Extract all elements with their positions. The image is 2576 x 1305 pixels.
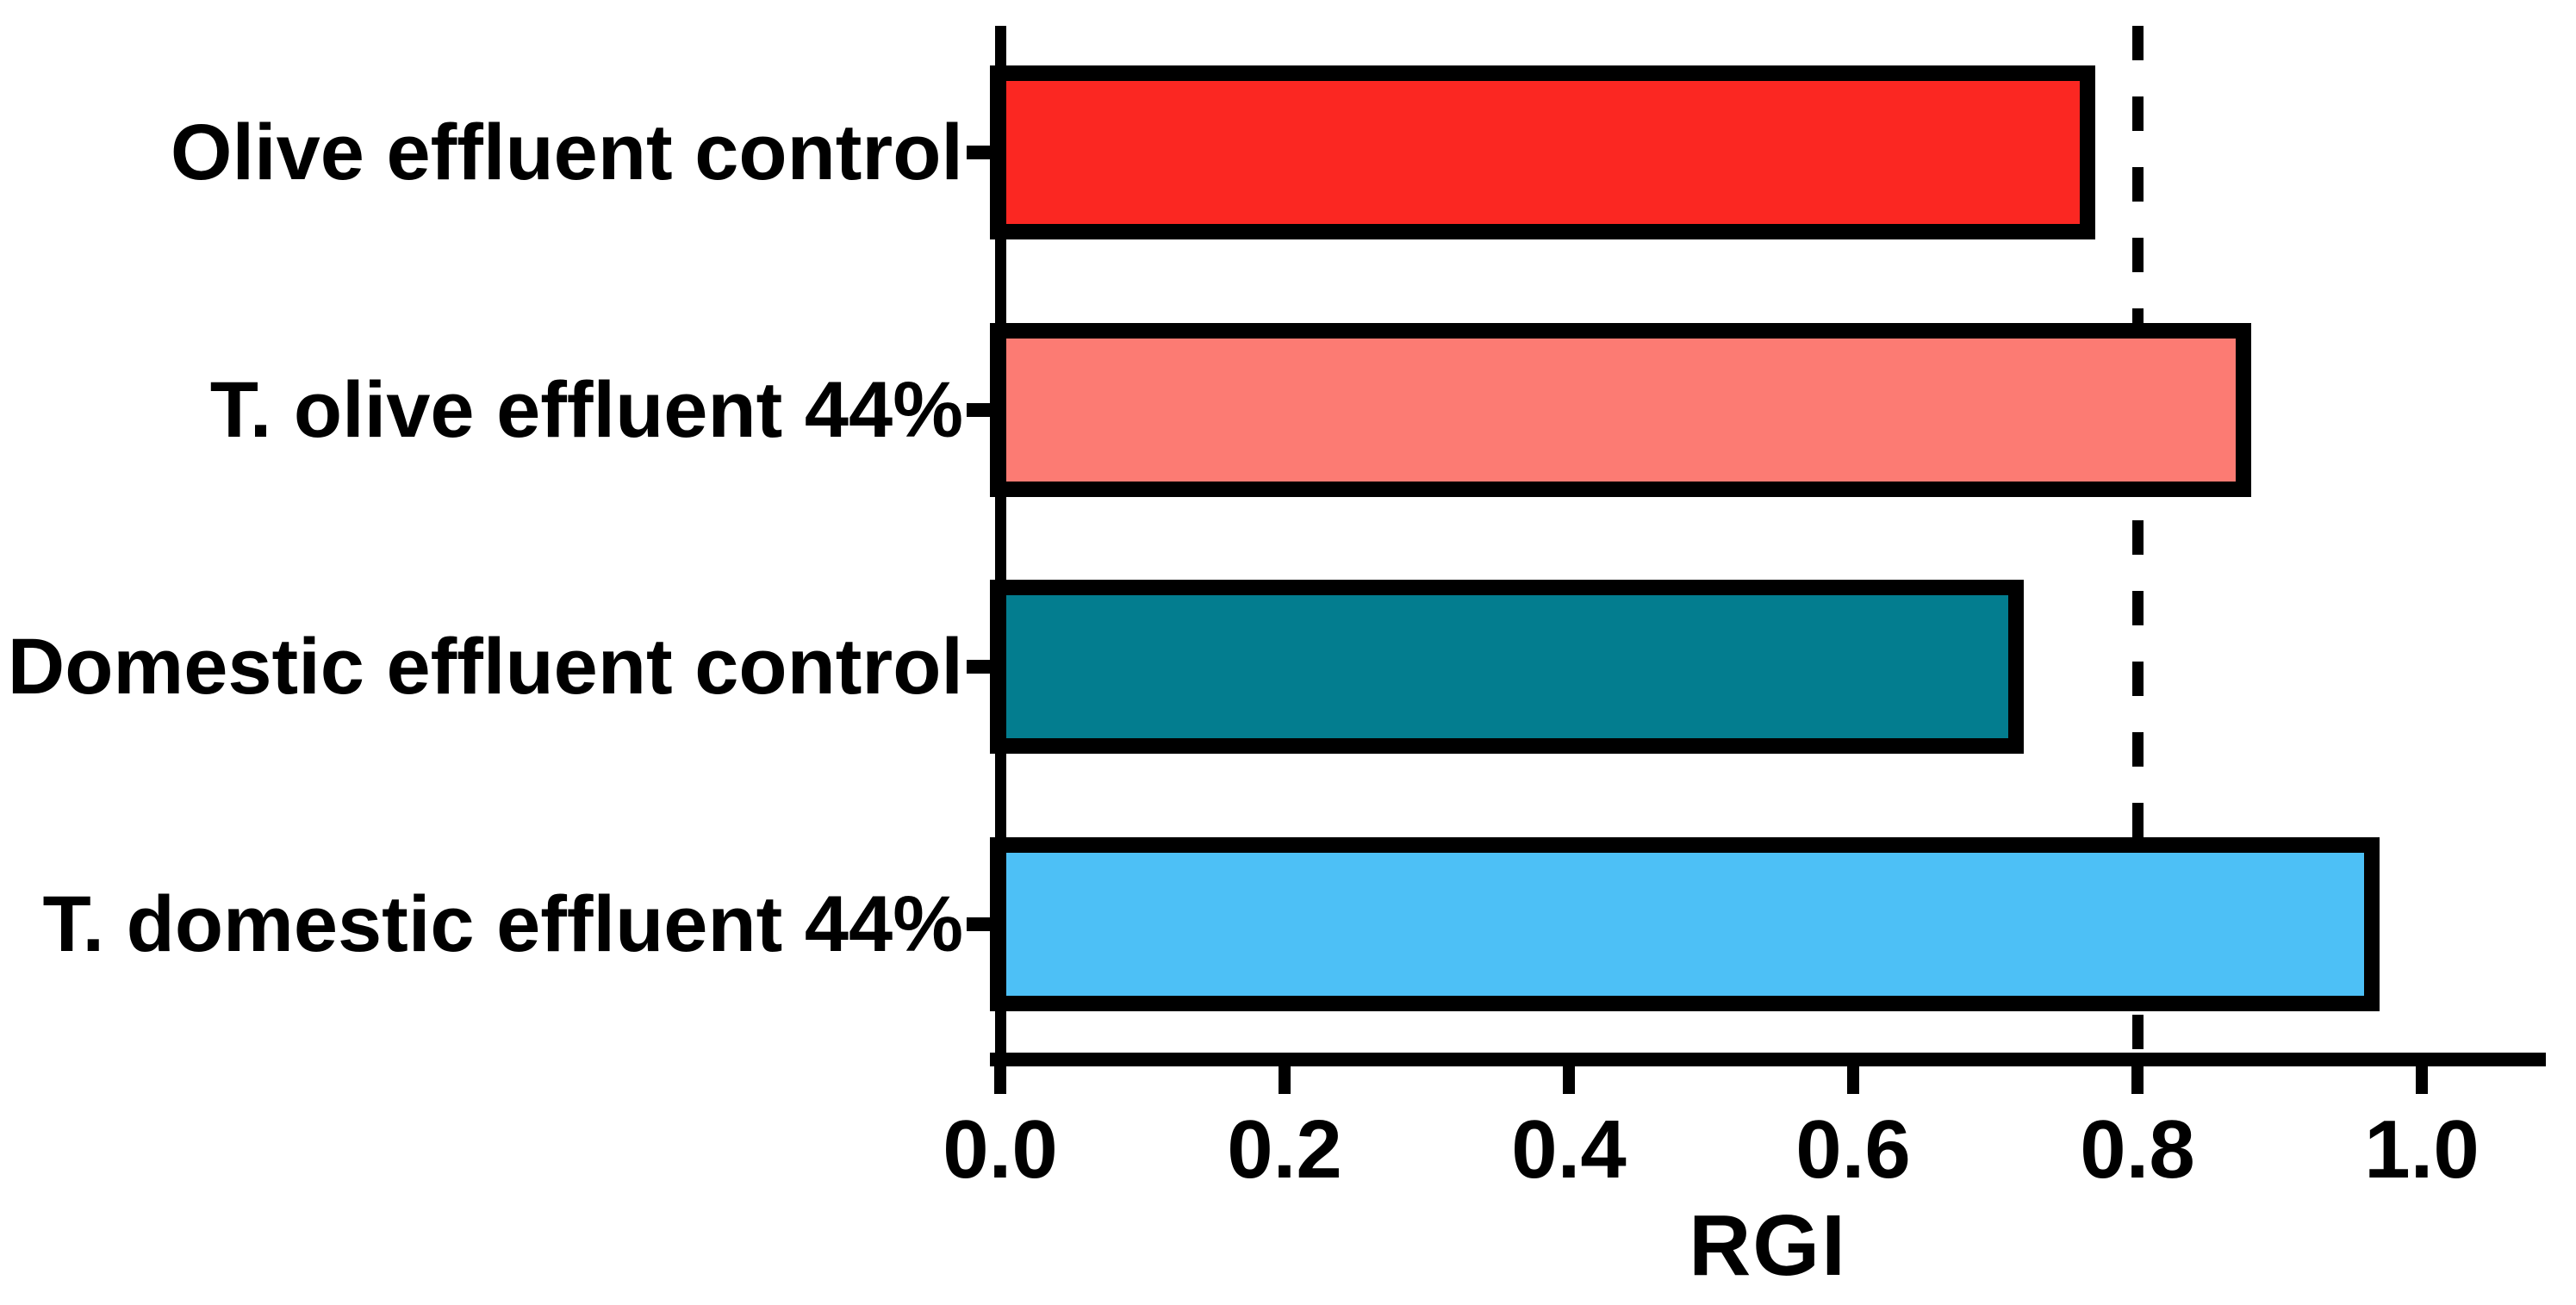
x-tick	[1563, 1066, 1575, 1094]
x-tick	[994, 1066, 1006, 1094]
category-label: T. olive effluent 44%	[209, 365, 963, 454]
category-label: Olive effluent control	[170, 109, 963, 196]
x-tick-label: 0.2	[1227, 1103, 1342, 1196]
x-tick-label: 0.0	[943, 1103, 1058, 1196]
x-tick	[1847, 1066, 1859, 1094]
x-tick	[1279, 1066, 1291, 1094]
x-tick-label: 0.8	[2080, 1103, 2195, 1196]
x-tick	[2131, 1066, 2144, 1094]
reference-line	[2131, 26, 2144, 1053]
bar-2	[990, 322, 2251, 497]
x-tick-label: 0.4	[1511, 1103, 1627, 1196]
x-tick-label: 0.6	[1795, 1103, 1911, 1196]
bar-3	[990, 580, 2024, 754]
x-tick-label: 1.0	[2364, 1103, 2480, 1196]
bar-1	[990, 65, 2095, 239]
bar-4	[990, 836, 2380, 1011]
x-axis-title: RGI	[1689, 1197, 1847, 1294]
x-axis-line	[990, 1053, 2546, 1066]
category-label: Domestic effluent control	[7, 623, 963, 711]
y-axis-line	[995, 26, 1006, 1060]
category-label: T. domestic effluent 44%	[42, 879, 963, 968]
x-tick	[2416, 1066, 2428, 1094]
